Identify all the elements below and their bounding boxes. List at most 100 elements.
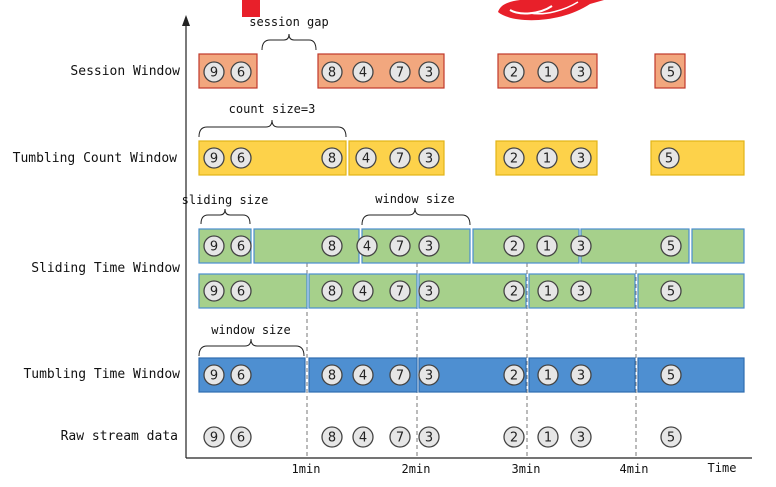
event-number: 3 (425, 369, 433, 384)
event-session: 9 (203, 61, 225, 83)
event-circle (389, 280, 411, 302)
event-number: 5 (665, 152, 673, 167)
event-circle (418, 364, 440, 386)
event-number: 5 (667, 369, 675, 384)
event-circle (352, 280, 374, 302)
event-circle (503, 235, 525, 257)
event-number: 4 (359, 431, 367, 446)
event-number: 7 (396, 431, 404, 446)
event-number: 5 (667, 66, 675, 81)
event-circle (230, 147, 252, 169)
event-circle (389, 61, 411, 83)
event-number: 1 (544, 66, 552, 81)
row-label-count: Tumbling Count Window (13, 151, 178, 166)
event-circle (570, 147, 592, 169)
event-number: 9 (210, 66, 218, 81)
event-number: 4 (363, 240, 371, 255)
event-count: 6 (230, 147, 252, 169)
event-circle (418, 147, 440, 169)
event-circle (356, 235, 378, 257)
event-number: 3 (577, 431, 585, 446)
event-sliding-b: 7 (389, 280, 411, 302)
event-circle (570, 235, 592, 257)
event-number: 3 (577, 66, 585, 81)
window-bar-slidingA (253, 228, 360, 264)
tick-label-4min: 4min (620, 462, 649, 476)
event-count: 5 (658, 147, 680, 169)
event-session: 7 (389, 61, 411, 83)
event-number: 3 (577, 285, 585, 300)
event-circle (537, 280, 559, 302)
event-sliding-b: 9 (203, 280, 225, 302)
event-number: 2 (510, 152, 518, 167)
event-number: 8 (328, 369, 336, 384)
event-number: 6 (237, 66, 245, 81)
event-number: 3 (577, 152, 585, 167)
row-label-session: Session Window (70, 64, 180, 79)
event-number: 8 (328, 240, 336, 255)
event-number: 7 (396, 152, 404, 167)
brace-session-gap (261, 33, 317, 51)
y-axis-arrow-icon (182, 15, 190, 26)
event-circle (658, 147, 680, 169)
event-circles: 9 6 8 4 7 3 2 1 3 5 9 6 8 4 7 3 2 1 3 5 9 6 8 4 7 3 2 1 3 5 9 6 8 4 7 3 2 1 3 5… (203, 61, 682, 448)
event-tumbling: 3 (418, 364, 440, 386)
event-number: 9 (210, 240, 218, 255)
event-circle (503, 426, 525, 448)
brace-sliding-size (200, 208, 251, 225)
event-number: 9 (210, 285, 218, 300)
event-circle (418, 61, 440, 83)
event-number: 5 (667, 240, 675, 255)
event-circle (230, 426, 252, 448)
event-tumbling: 7 (389, 364, 411, 386)
event-session: 5 (660, 61, 682, 83)
brace-window-size-sliding (361, 207, 471, 226)
event-count: 2 (503, 147, 525, 169)
event-circle (321, 280, 343, 302)
event-circle (660, 364, 682, 386)
row-label-tumbling: Tumbling Time Window (23, 367, 180, 382)
event-circle (570, 426, 592, 448)
event-circle (230, 61, 252, 83)
event-number: 2 (510, 66, 518, 81)
event-circle (352, 61, 374, 83)
event-number: 5 (667, 285, 675, 300)
time-axis-label: Time (708, 461, 737, 475)
event-count: 4 (355, 147, 377, 169)
event-circle (321, 147, 343, 169)
event-number: 3 (425, 66, 433, 81)
event-session: 6 (230, 61, 252, 83)
logo-swirl-icon (498, 0, 604, 21)
event-number: 7 (396, 240, 404, 255)
event-circle (660, 61, 682, 83)
event-circle (321, 426, 343, 448)
event-circle (503, 147, 525, 169)
tick-label-2min: 2min (402, 462, 431, 476)
event-sliding-b: 3 (418, 280, 440, 302)
event-circle (321, 61, 343, 83)
event-number: 9 (210, 369, 218, 384)
event-circle (660, 280, 682, 302)
event-number: 3 (425, 285, 433, 300)
event-number: 6 (237, 152, 245, 167)
event-circle (537, 364, 559, 386)
event-number: 4 (359, 285, 367, 300)
event-raw: 4 (352, 426, 374, 448)
time-axis (182, 15, 752, 459)
event-sliding-a: 2 (503, 235, 525, 257)
event-number: 7 (396, 285, 404, 300)
event-sliding-a: 1 (536, 235, 558, 257)
event-session: 8 (321, 61, 343, 83)
event-circle (352, 364, 374, 386)
event-circle (230, 280, 252, 302)
event-number: 6 (237, 369, 245, 384)
event-raw: 2 (503, 426, 525, 448)
event-sliding-b: 1 (537, 280, 559, 302)
window-bar-slidingB (637, 273, 745, 309)
event-circle (389, 364, 411, 386)
event-sliding-a: 3 (570, 235, 592, 257)
event-number: 9 (210, 431, 218, 446)
event-raw: 6 (230, 426, 252, 448)
event-circle (570, 61, 592, 83)
event-count: 9 (203, 147, 225, 169)
